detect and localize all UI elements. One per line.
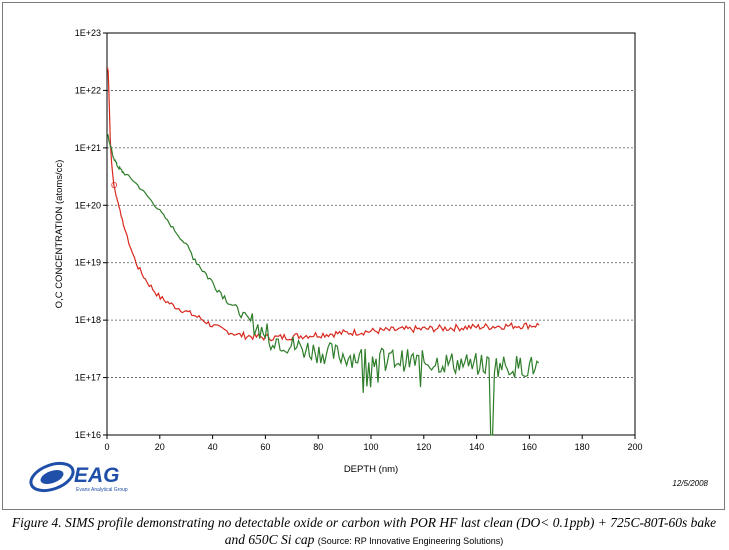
logo-tagline: Evans Analytical Group (76, 487, 128, 493)
figure-frame (2, 2, 725, 510)
y-tick-label: 1E+18 (75, 315, 101, 325)
y-tick-label: 1E+20 (75, 200, 101, 210)
y-tick-label: 1E+16 (75, 430, 101, 440)
x-tick-label: 60 (260, 442, 270, 452)
x-tick-label: 20 (155, 442, 165, 452)
series-line-o (106, 67, 540, 342)
x-tick-label: 160 (522, 442, 537, 452)
logo-wordmark: EAG (74, 464, 120, 487)
x-tick-label: 0 (104, 442, 109, 452)
y-tick-label: 1E+17 (75, 373, 101, 383)
logo-swoosh-outer (29, 461, 75, 493)
y-tick-label: 1E+21 (75, 143, 101, 153)
x-axis-title: DEPTH (nm) (344, 464, 398, 475)
series-line-c (107, 133, 540, 436)
series-annotation: O (111, 181, 117, 190)
x-tick-label: 100 (363, 442, 378, 452)
sims-profile-chart: O 1E+161E+171E+181E+191E+201E+211E+221E+… (29, 28, 709, 493)
x-tick-label: 140 (469, 442, 484, 452)
chart-date: 12/5/2008 (672, 479, 708, 488)
x-tick-label: 80 (313, 442, 323, 452)
caption-source: (Source: RP Innovative Engineering Solut… (317, 536, 504, 546)
x-tick-label: 200 (627, 442, 642, 452)
figure-caption: Figure 4. SIMS profile demonstrating no … (8, 514, 720, 550)
x-tick-label: 180 (575, 442, 590, 452)
x-tick-label: 120 (416, 442, 431, 452)
y-tick-label: 1E+19 (75, 258, 101, 268)
ticks-layer: 1E+16 1E+17 1E+18 1E+19 1E+20 1E+21 1E+22 1E+23… (75, 28, 643, 452)
y-axis-title: O,C CONCENTRATION (atoms/cc) (54, 160, 65, 309)
grid-layer (107, 90, 635, 378)
y-tick-label: 1E+22 (75, 85, 101, 95)
x-tick-label: 40 (208, 442, 218, 452)
caption-text: Figure 4. SIMS profile demonstrating no … (11, 515, 717, 547)
y-tick-label: 1E+23 (75, 28, 101, 38)
eag-logo: EAG Evans Analytical Group (29, 461, 128, 493)
logo-swoosh-inner (40, 470, 64, 484)
series-layer: O (106, 67, 540, 436)
